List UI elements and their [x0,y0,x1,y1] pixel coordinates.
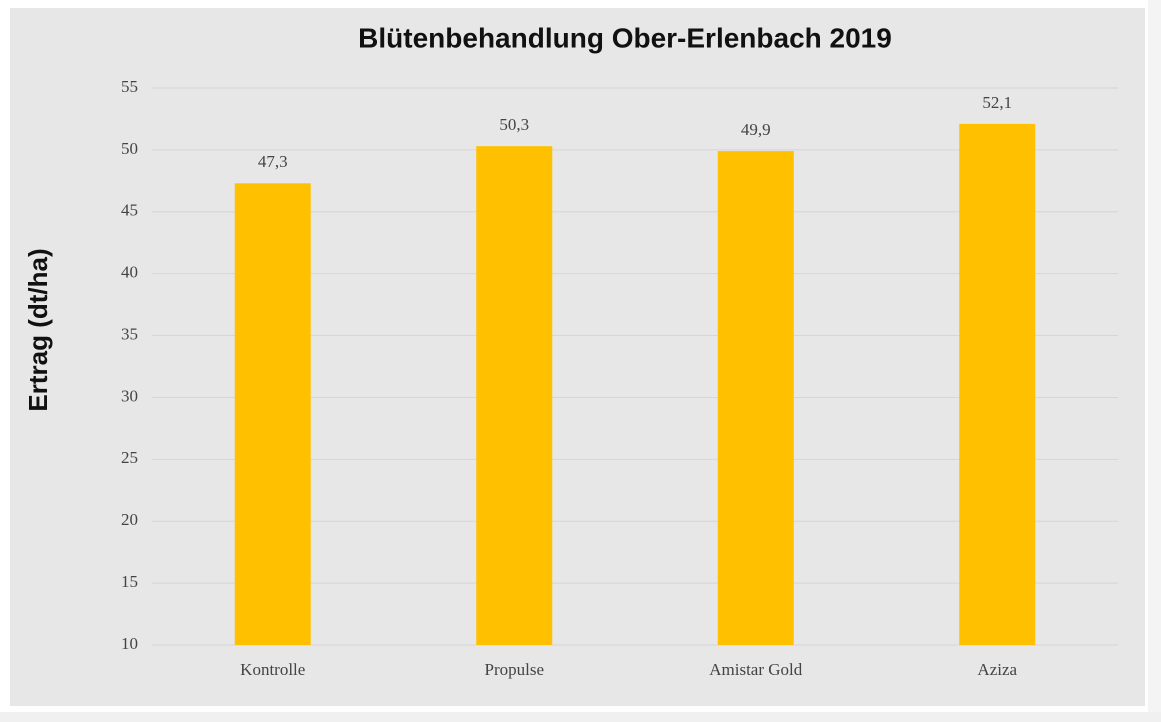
bar [476,146,553,646]
right-strip [1148,0,1161,712]
y-axis-label: Ertrag (dt/ha) [23,248,53,411]
value-label: 49,9 [741,120,771,139]
y-tick-label: 30 [121,386,138,405]
y-tick-label: 55 [121,77,138,96]
bar [717,151,794,646]
y-tick-label: 10 [121,634,138,653]
y-tick-label: 35 [121,324,138,343]
y-tick-label: 45 [121,201,138,220]
y-tick-label: 25 [121,448,138,467]
y-tick-label: 40 [121,263,138,282]
x-tick-label: Amistar Gold [709,660,803,679]
value-label: 52,1 [982,93,1012,112]
bar [959,123,1036,645]
y-tick-label: 20 [121,510,138,529]
chart-background [10,8,1145,706]
y-tick-label: 15 [121,572,138,591]
x-tick-label: Propulse [485,660,545,679]
bar [234,183,311,645]
x-tick-label: Kontrolle [240,660,305,679]
value-label: 47,3 [258,152,288,171]
y-tick-label: 50 [121,139,138,158]
x-tick-label: Aziza [977,660,1017,679]
bottom-strip [0,712,1161,722]
value-label: 50,3 [499,115,529,134]
chart-title: Blütenbehandlung Ober-Erlenbach 2019 [358,22,892,53]
